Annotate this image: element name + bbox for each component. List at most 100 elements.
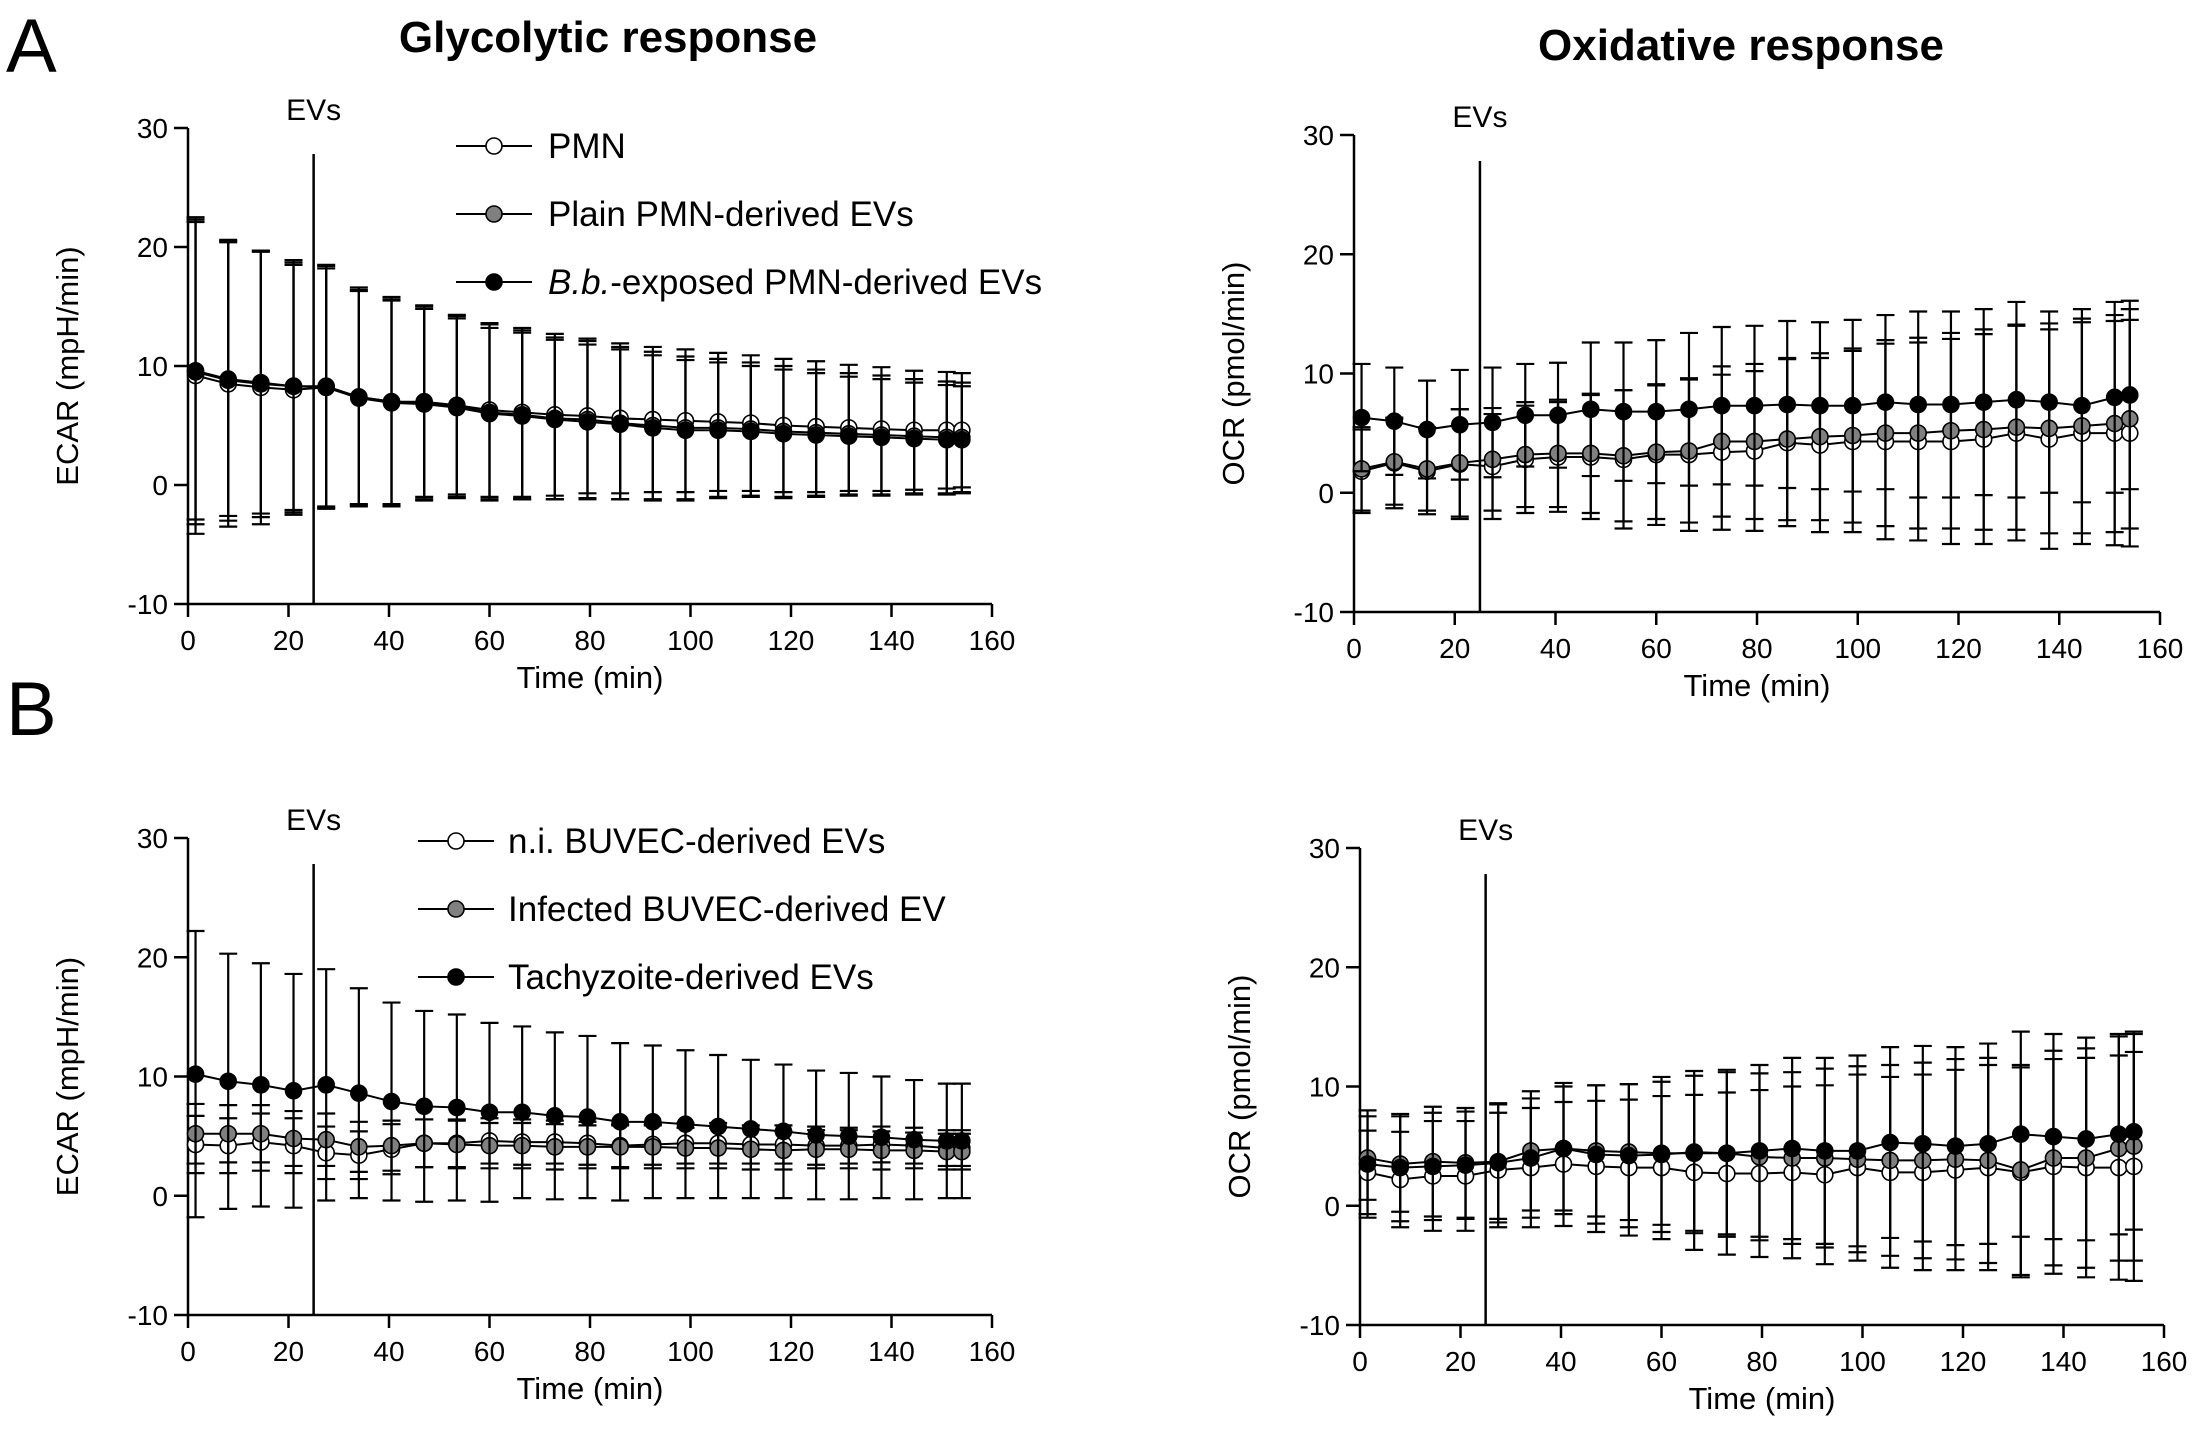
oxidative-column-title: Oxidative response xyxy=(1538,21,1944,70)
series-3 xyxy=(186,929,971,1219)
data-point xyxy=(415,395,433,413)
data-point xyxy=(382,1092,401,1111)
data-point xyxy=(546,1107,564,1125)
data-point xyxy=(839,427,858,446)
chart-A-ocr: -10 0 10 20 30 0 20 40 60 80 100 120 140 160 Time (min… xyxy=(1216,101,2183,703)
x-tick-label: 140 xyxy=(868,1336,915,1367)
legend-marker xyxy=(485,205,503,223)
legend-label-text: -exposed PMN-derived EVs xyxy=(610,263,1042,302)
data-point xyxy=(774,425,793,443)
data-point xyxy=(1843,396,1862,415)
legend-panel-b: n.i. BUVEC-derived EVs Infected BUVEC-der… xyxy=(418,822,946,997)
data-point xyxy=(2040,393,2058,411)
y-tick-label: -10 xyxy=(128,589,168,620)
legend-marker xyxy=(485,137,503,155)
legend-marker xyxy=(447,832,465,850)
data-point xyxy=(1778,395,1797,414)
data-point xyxy=(252,373,270,392)
x-tick-label: 80 xyxy=(1741,633,1772,664)
x-tick-label: 40 xyxy=(1540,633,1571,664)
data-point xyxy=(1358,1155,1377,1173)
data-point xyxy=(953,1132,971,1150)
x-tick-label: 0 xyxy=(180,1336,196,1367)
data-point xyxy=(317,1076,335,1094)
legend-entry: Infected BUVEC-derived EV xyxy=(418,890,946,929)
data-point xyxy=(839,1127,858,1145)
x-tick-label: 60 xyxy=(474,625,505,656)
data-point xyxy=(2044,1127,2063,1146)
x-tick-label: 120 xyxy=(768,1336,815,1367)
data-point xyxy=(1816,1142,1834,1160)
data-point xyxy=(807,1126,825,1144)
x-tick-label: 80 xyxy=(1746,1346,1777,1377)
legend-entry: Plain PMN-derived EVs xyxy=(456,195,914,234)
x-tick-label: 20 xyxy=(273,625,304,656)
y-tick-label: 0 xyxy=(152,1181,168,1212)
data-point xyxy=(2125,1123,2143,1141)
series-3 xyxy=(1352,299,2139,504)
data-point xyxy=(741,422,760,441)
legend-label: Infected BUVEC-derived EV xyxy=(508,890,946,929)
series-3 xyxy=(1358,1030,2143,1248)
data-point xyxy=(1424,1157,1442,1176)
data-point xyxy=(937,430,956,449)
data-point xyxy=(186,361,205,380)
x-tick-label: 140 xyxy=(2040,1346,2087,1377)
y-tick-label: 0 xyxy=(1318,478,1334,509)
data-point xyxy=(1718,1144,1736,1163)
legend-label: n.i. BUVEC-derived EVs xyxy=(508,822,885,861)
data-point xyxy=(186,1065,205,1083)
x-tick-label: 20 xyxy=(1445,1346,1476,1377)
data-point xyxy=(1418,420,1436,439)
data-point xyxy=(1914,1134,1932,1153)
legend-entry: PMN xyxy=(456,127,626,166)
x-tick-label: 140 xyxy=(2036,633,2083,664)
data-point xyxy=(1456,1156,1475,1175)
data-point xyxy=(1909,395,1927,414)
y-axis-label: ECAR (mpH/min) xyxy=(50,957,85,1196)
x-tick-label: 100 xyxy=(667,625,714,656)
panel-label-b: B xyxy=(6,667,57,752)
y-tick-label: 20 xyxy=(137,232,168,263)
data-point xyxy=(1680,400,1698,419)
legend-marker xyxy=(447,900,465,918)
x-axis-label: Time (min) xyxy=(517,660,664,695)
x-tick-label: 40 xyxy=(1545,1346,1576,1377)
data-point xyxy=(676,421,695,440)
glycolytic-column-title: Glycolytic response xyxy=(399,13,817,62)
legend-label: B.b.-exposed PMN-derived EVs xyxy=(548,263,1042,302)
y-axis-label: ECAR (mpH/min) xyxy=(50,246,85,485)
data-point xyxy=(382,394,401,412)
data-point xyxy=(448,398,466,417)
data-point xyxy=(872,1128,891,1147)
y-tick-label: 10 xyxy=(137,351,168,382)
data-point xyxy=(1881,1133,1899,1152)
legend-panel-a: PMN Plain PMN-derived EVs B.b.-exposed PMN… xyxy=(456,127,1042,302)
x-tick-label: 160 xyxy=(2137,633,2184,664)
x-tick-label: 60 xyxy=(1646,1346,1677,1377)
data-point xyxy=(2011,1125,2030,1143)
y-tick-label: -10 xyxy=(1300,1310,1340,1341)
data-point xyxy=(513,1103,531,1122)
y-axis-label: OCR (pmol/min) xyxy=(1216,262,1251,486)
legend-label: Plain PMN-derived EVs xyxy=(548,195,914,234)
data-point xyxy=(905,429,923,448)
data-point xyxy=(1391,1158,1409,1177)
x-tick-label: 160 xyxy=(969,1336,1016,1367)
data-point xyxy=(709,1117,727,1136)
data-point xyxy=(1876,393,1895,411)
data-point xyxy=(1811,396,1829,415)
chart-B-ecar: -10 0 10 20 30 0 20 40 60 80 100 120 140 160 Time (min… xyxy=(50,804,1015,1406)
x-tick-label: 0 xyxy=(1346,633,1362,664)
data-point xyxy=(1647,402,1666,421)
data-point xyxy=(219,1072,237,1091)
data-point xyxy=(676,1115,695,1133)
legend-label-text: Tachyzoite-derived EVs xyxy=(508,958,874,997)
data-point xyxy=(953,430,971,449)
data-point xyxy=(1549,406,1567,425)
y-tick-label: 30 xyxy=(137,823,168,854)
data-point xyxy=(252,1076,270,1094)
data-point xyxy=(1587,1145,1605,1164)
data-point xyxy=(350,389,368,407)
